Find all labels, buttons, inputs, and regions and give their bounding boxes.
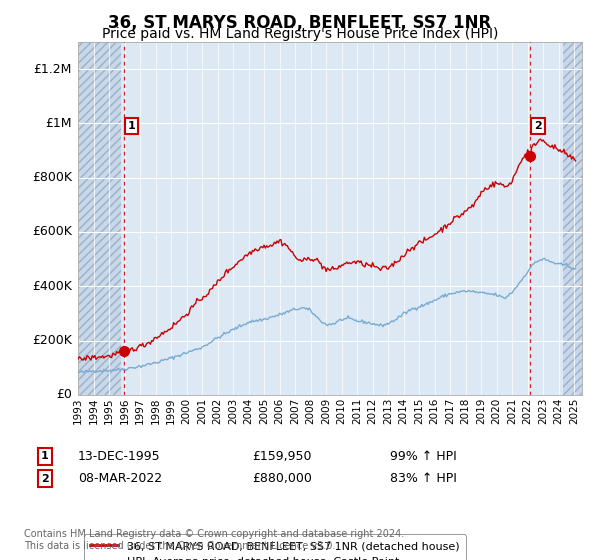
Text: Contains HM Land Registry data © Crown copyright and database right 2024.
This d: Contains HM Land Registry data © Crown c… xyxy=(24,529,404,551)
Text: £600K: £600K xyxy=(32,226,72,239)
Text: 2: 2 xyxy=(534,121,542,131)
Text: 08-MAR-2022: 08-MAR-2022 xyxy=(78,472,162,486)
Bar xyxy=(78,42,121,395)
Text: £880,000: £880,000 xyxy=(252,472,312,486)
Text: 1: 1 xyxy=(128,121,136,131)
Legend: 36, ST MARYS ROAD, BENFLEET, SS7 1NR (detached house), HPI: Average price, detac: 36, ST MARYS ROAD, BENFLEET, SS7 1NR (de… xyxy=(83,534,466,560)
Text: 36, ST MARYS ROAD, BENFLEET, SS7 1NR: 36, ST MARYS ROAD, BENFLEET, SS7 1NR xyxy=(109,14,491,32)
Text: £159,950: £159,950 xyxy=(252,450,311,463)
Text: £800K: £800K xyxy=(32,171,72,184)
Text: £200K: £200K xyxy=(32,334,72,347)
Text: Price paid vs. HM Land Registry's House Price Index (HPI): Price paid vs. HM Land Registry's House … xyxy=(102,27,498,41)
Text: £400K: £400K xyxy=(32,280,72,293)
Bar xyxy=(563,42,582,395)
Text: £0: £0 xyxy=(56,388,72,402)
Text: 83% ↑ HPI: 83% ↑ HPI xyxy=(390,472,457,486)
Text: 13-DEC-1995: 13-DEC-1995 xyxy=(78,450,161,463)
Text: 99% ↑ HPI: 99% ↑ HPI xyxy=(390,450,457,463)
Text: 2: 2 xyxy=(41,474,49,484)
Text: £1M: £1M xyxy=(46,117,72,130)
Text: 1: 1 xyxy=(41,451,49,461)
Text: £1.2M: £1.2M xyxy=(34,63,72,76)
